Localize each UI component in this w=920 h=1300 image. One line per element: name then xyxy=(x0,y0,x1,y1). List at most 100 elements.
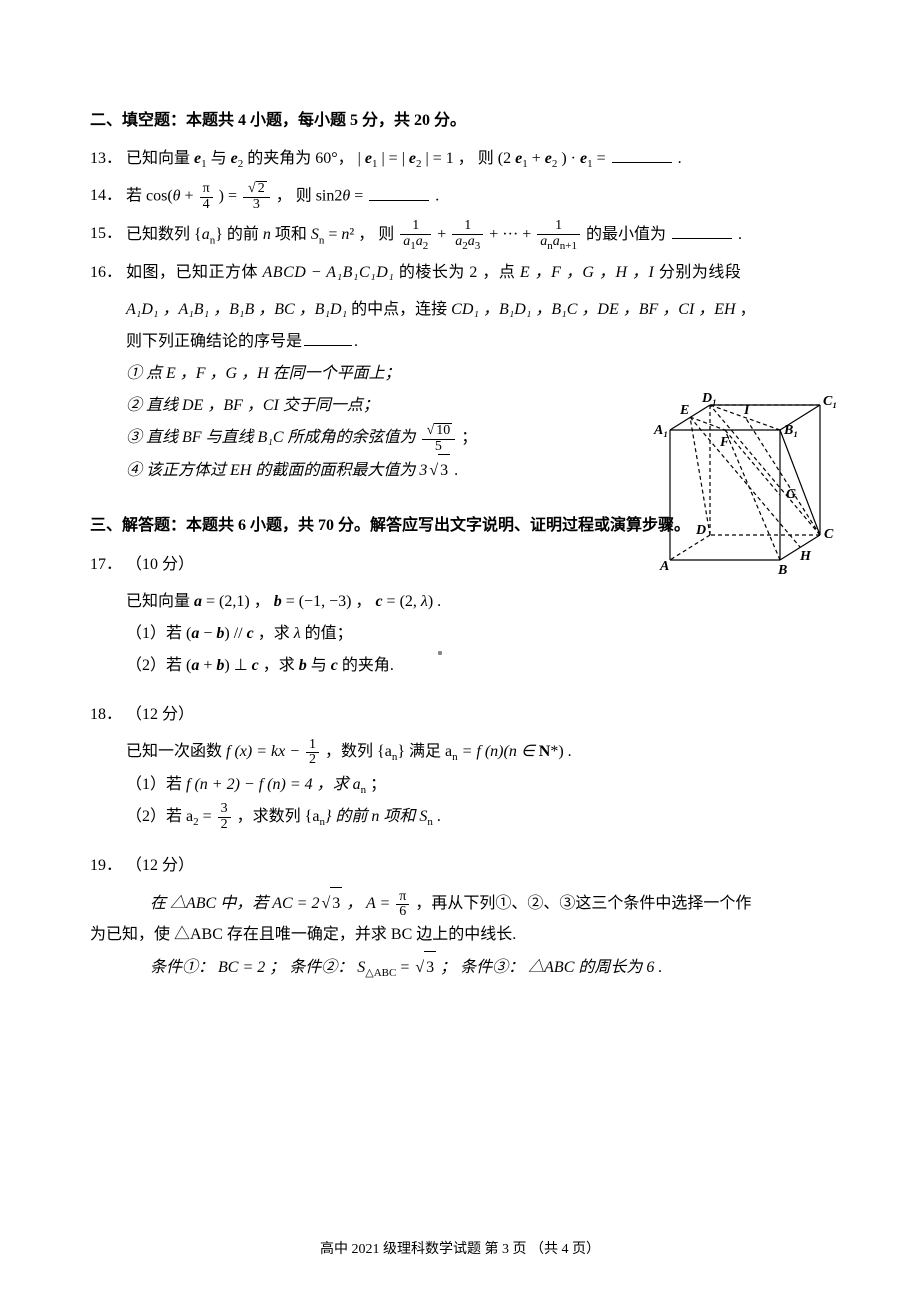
p18-l1e: *) . xyxy=(550,743,571,760)
p18-l1b: ，数列 {a xyxy=(325,743,392,760)
p19-l3a: 条件①： BC = 2 ； 条件②： S xyxy=(150,959,365,976)
p16-o3d: 5 xyxy=(422,440,456,455)
p13-e2s: 2 xyxy=(238,159,244,171)
p16-cube: ABCD − A₁B₁C₁D₁ xyxy=(263,264,395,281)
p19-l1b: ， A = xyxy=(342,895,394,912)
p18-f1n: 1 xyxy=(306,738,319,754)
p13-e6: e xyxy=(545,150,552,167)
problem-19: 19． （12 分） xyxy=(90,851,830,881)
p13-e4s: 2 xyxy=(416,159,422,171)
p18-l3a: （2）若 a xyxy=(126,808,193,825)
p15-S: S xyxy=(311,226,319,243)
p19-pts: （12 分） xyxy=(126,851,830,881)
p15-plus2: + ··· + xyxy=(489,226,535,243)
p13-num: 13． xyxy=(90,144,126,175)
p14-th2: θ xyxy=(342,188,350,205)
p18-l3b: = xyxy=(199,808,216,825)
p18-l2: （1）若 f (n + 2) − f (n) = 4 ，求 an ； xyxy=(126,769,830,801)
p16-o1: ① 点 E ，F ，G ，H 在同一个平面上； xyxy=(126,365,401,382)
cube-svg: D₁ C₁ A₁ B₁ E I F G D C A B H xyxy=(640,390,840,580)
lbl-B1: B₁ xyxy=(783,423,798,438)
p13-t5: | = 1 ， 则 (2 xyxy=(426,150,512,167)
p19-l1a: 在 △ABC 中，若 AC = 2 xyxy=(150,895,319,912)
p19-rad2: 3 xyxy=(424,951,436,984)
lbl-F: F xyxy=(719,435,730,450)
p16-line3: 则下列正确结论的序号是. xyxy=(126,326,830,358)
p18-l1a: 已知一次函数 xyxy=(126,743,226,760)
p15-f1d2s: 2 xyxy=(423,239,429,251)
problem-13: 13． 已知向量 e1 与 e2 的夹角为 60°， | e1 | = | e2… xyxy=(90,144,830,175)
p19-num: 19． xyxy=(90,851,126,881)
p13-e1s: 1 xyxy=(201,159,207,171)
p19-l1: 在 △ABC 中，若 AC = 23 ， A = π6 ，再从下列①、②、③这三… xyxy=(150,887,830,920)
p19-rad1: 3 xyxy=(330,887,342,920)
p15-f2n: 1 xyxy=(452,219,483,235)
p15-frac3: 1anan+1 xyxy=(537,219,580,252)
p13-e2: e xyxy=(231,150,238,167)
lbl-B: B xyxy=(777,563,787,578)
p15-frac1: 1a1a2 xyxy=(400,219,431,252)
p14-frac1: π4 xyxy=(200,182,213,212)
p17-l1lead: 已知向量 xyxy=(126,593,194,610)
p15-f2d2s: 3 xyxy=(475,239,481,251)
p19-l3b: = xyxy=(396,959,413,976)
p15-f1d2: a xyxy=(416,234,423,249)
p16-l1c: 分别为线段 xyxy=(654,264,741,281)
p14-blank xyxy=(369,185,429,201)
p16-o4sqrt: 3 xyxy=(427,454,450,487)
p16-o3frac: 105 xyxy=(422,423,456,454)
p16-l2a: A₁D₁ ，A₁B₁ ，B₁B ，BC ，B₁D₁ xyxy=(126,301,347,318)
p18-l1d: = f (n)(n ∈ xyxy=(458,743,539,760)
p13-e5s: 1 xyxy=(522,159,528,171)
p19-sqrt1: 3 xyxy=(319,887,342,920)
p14-frac2: 23 xyxy=(243,181,270,212)
lbl-E: E xyxy=(679,403,689,418)
p16-l1b: 的棱长为 2 ，点 xyxy=(394,264,520,281)
p13-e7s: 1 xyxy=(587,159,593,171)
p16-o3a: ③ 直线 BF 与直线 B₁C 所成角的余弦值为 xyxy=(126,429,420,446)
p13-body: 已知向量 e1 与 e2 的夹角为 60°， | e1 | = | e2 | =… xyxy=(126,144,830,175)
p13-t2: 与 xyxy=(211,150,231,167)
p13-e4: e xyxy=(409,150,416,167)
p16-body: 如图，已知正方体 ABCD − A₁B₁C₁D₁ 的棱长为 2 ，点 E ，F … xyxy=(126,258,830,288)
p14-num: 14． xyxy=(90,181,126,212)
p15-t2: } 的前 xyxy=(215,226,263,243)
p18-l3: （2）若 a2 = 32 ，求数列 {an} 的前 n 项和 Sn . xyxy=(126,801,830,833)
p15-t3: 项和 xyxy=(271,226,311,243)
p16-segs: CD₁ ，B₁D₁ ，B₁C ，DE ，BF ，CI ，EH xyxy=(451,301,739,318)
p18-num: 18． xyxy=(90,700,126,730)
p13-t3: 的夹角为 60°， | xyxy=(247,150,365,167)
p19-l1c: ，再从下列①、②、③这三个条件中选择一个作 xyxy=(415,895,751,912)
p15-n: n xyxy=(263,226,271,243)
p14-th: θ xyxy=(173,188,181,205)
p18-N: N xyxy=(539,743,551,760)
p15-blank xyxy=(672,223,732,239)
p13-t4: | = | xyxy=(381,150,408,167)
p18-f2n: 3 xyxy=(218,802,231,818)
p19-sqrt2: 3 xyxy=(413,951,436,984)
p18-f2d: 2 xyxy=(218,818,231,833)
p15-f3d2s: n+1 xyxy=(560,239,577,251)
p15-an: a xyxy=(202,226,210,243)
p18-l1: 已知一次函数 f (x) = kx − 12 ，数列 {an} 满足 an = … xyxy=(126,736,830,768)
p16-o3b: ； xyxy=(461,429,477,446)
p18-pts: （12 分） xyxy=(126,700,830,730)
p14-t6: . xyxy=(435,188,439,205)
p16-line2: A₁D₁ ，A₁B₁ ，B₁B ，BC ，B₁D₁ 的中点，连接 CD₁ ，B₁… xyxy=(126,294,830,326)
p19-fd: 6 xyxy=(396,905,409,920)
cube-diagram: D₁ C₁ A₁ B₁ E I F G D C A B H xyxy=(640,390,840,591)
p16-l3b: . xyxy=(354,333,358,350)
lbl-C1: C₁ xyxy=(823,394,837,409)
p15-plus1: + xyxy=(437,226,450,243)
lbl-H: H xyxy=(799,549,812,564)
p15-t7: . xyxy=(738,226,742,243)
p15-num: 15． xyxy=(90,219,126,252)
p16-opt2: ② 直线 DE ，BF ，CI 交于同一点； xyxy=(126,390,546,422)
p14-f2d: 3 xyxy=(243,198,270,213)
lbl-D1: D₁ xyxy=(701,391,717,406)
p15-f1d: a1a2 xyxy=(400,235,431,252)
page-footer: 高中 2021 级理科数学试题 第 3 页 （共 4 页） xyxy=(0,1237,920,1264)
p18-f1d: 2 xyxy=(306,753,319,768)
lbl-A: A xyxy=(659,559,669,574)
lbl-G: G xyxy=(786,487,796,502)
